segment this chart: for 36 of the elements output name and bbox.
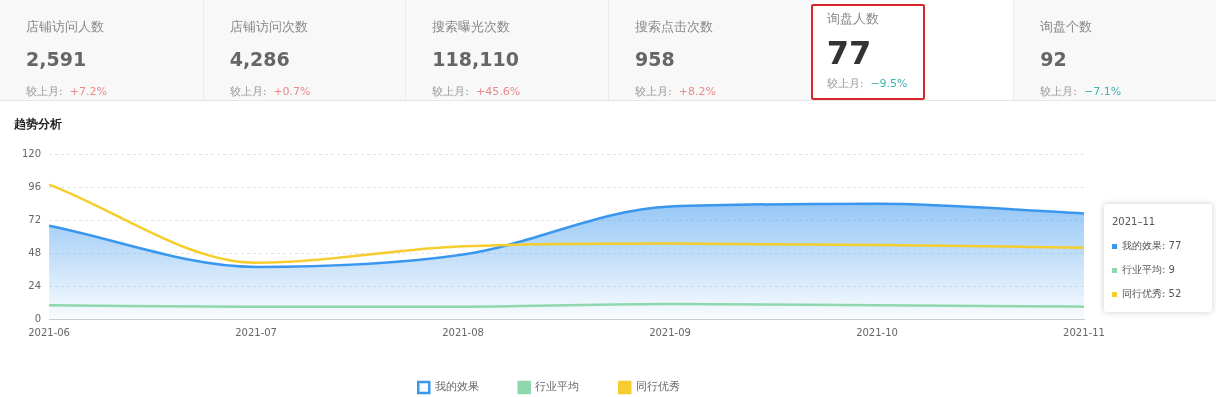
text: 2,591	[26, 48, 87, 70]
category-label: 搜索点击次数	[635, 18, 713, 36]
y-tick-label: 72	[28, 213, 42, 225]
legend-label: 同行优秀	[635, 380, 680, 394]
line-series	[47, 183, 1086, 265]
y-tick-label: 120	[21, 147, 42, 159]
text: 92	[1040, 48, 1067, 70]
text: 较上月: −9.5%	[826, 76, 908, 91]
chart-title: 趋势分析	[13, 117, 62, 132]
y-tick-label: 0	[34, 312, 42, 324]
x-tick-label: 2021-11	[1063, 326, 1105, 338]
text: 77	[826, 34, 872, 72]
category-label: 店铺访问人数	[26, 18, 104, 36]
category-label: 店铺访问次数	[229, 18, 308, 36]
y-tick-label: 24	[28, 279, 42, 291]
x-tick-label: 2021-09	[649, 326, 691, 338]
text: 118,110	[432, 48, 519, 70]
text: 较上月: +7.2%	[26, 84, 107, 99]
x-tick-label: 2021-08	[442, 326, 484, 338]
category-label: 询盘个数	[1040, 18, 1093, 36]
category-label: 搜索曝光次数	[432, 18, 511, 36]
text: 较上月: +0.7%	[229, 84, 311, 99]
text: 较上月: +45.6%	[432, 84, 521, 99]
y-tick-label: 48	[28, 246, 42, 258]
legend-label: 我的效果	[434, 380, 479, 394]
text: 4,286	[229, 48, 290, 70]
x-tick-label: 2021-10	[856, 326, 898, 338]
tooltip-box: 2021–11 我的效果: 77 行业平均: 9 同行优秀: 52	[1104, 204, 1212, 312]
legend-label: 行业平均	[535, 380, 580, 394]
x-tick-label: 2021-06	[28, 326, 70, 338]
category-label: 询盘人数	[826, 10, 879, 28]
text: 较上月: +8.2%	[635, 84, 716, 99]
text: 较上月: −7.1%	[1040, 84, 1122, 99]
x-tick-label: 2021-07	[235, 326, 277, 338]
text: 958	[635, 48, 675, 70]
y-tick-label: 96	[28, 180, 42, 192]
